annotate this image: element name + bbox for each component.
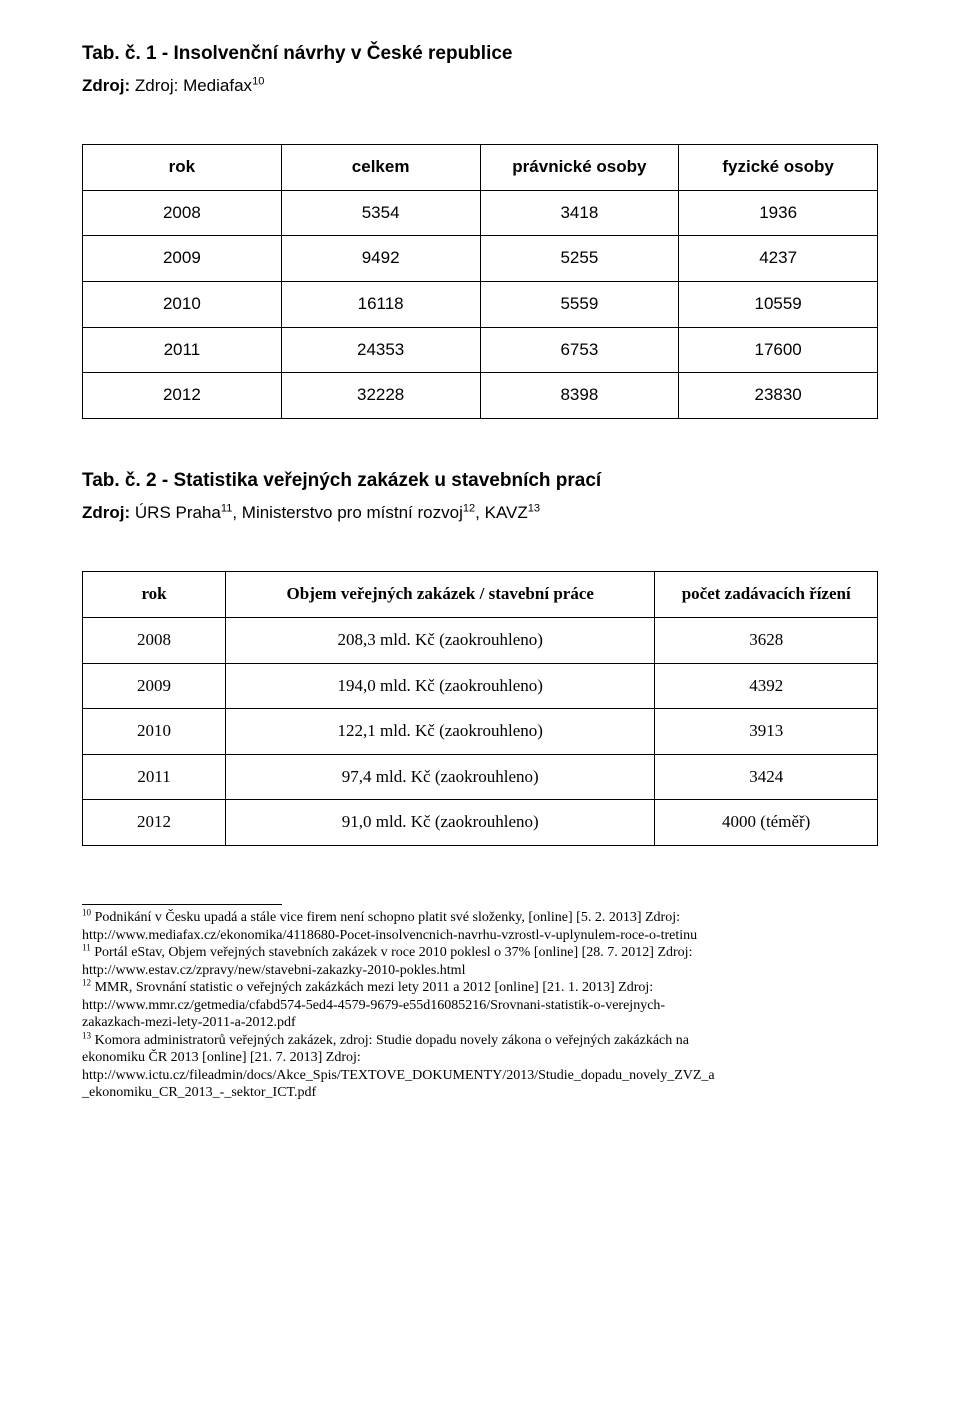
footnote-separator	[82, 904, 282, 905]
footnote-11: 11 Portál eStav, Objem veřejných stavebn…	[82, 944, 878, 962]
footnote-10-url: http://www.mediafax.cz/ekonomika/4118680…	[82, 927, 878, 945]
cell: 2008	[83, 617, 226, 663]
source-sup: 12	[463, 502, 475, 514]
table-row: 2011 24353 6753 17600	[83, 327, 878, 373]
cell: 17600	[679, 327, 878, 373]
table-row: 2008 5354 3418 1936	[83, 190, 878, 236]
table-row: 2011 97,4 mld. Kč (zaokrouhleno) 3424	[83, 754, 878, 800]
cell: 2012	[83, 800, 226, 846]
source-text: , Ministerstvo pro místní rozvoj	[232, 503, 463, 522]
fn-num: 11	[82, 942, 91, 952]
cell: 97,4 mld. Kč (zaokrouhleno)	[226, 754, 655, 800]
cell: 2010	[83, 282, 282, 328]
col-pocet: počet zadávacích řízení	[655, 572, 878, 618]
table2-heading: Tab. č. 2 - Statistika veřejných zakázek…	[82, 467, 878, 495]
cell: 2011	[83, 754, 226, 800]
cell: 5354	[281, 190, 480, 236]
footnote-10: 10 Podnikání v Česku upadá a stále vice …	[82, 909, 878, 927]
cell: 3424	[655, 754, 878, 800]
cell: 1936	[679, 190, 878, 236]
col-pravnicke: právnické osoby	[480, 145, 679, 191]
table2-source: Zdroj: ÚRS Praha11, Ministerstvo pro mís…	[82, 501, 878, 526]
cell: 24353	[281, 327, 480, 373]
footnote-13-url2: _ekonomiku_CR_2013_-_sektor_ICT.pdf	[82, 1084, 878, 1102]
cell: 6753	[480, 327, 679, 373]
cell: 208,3 mld. Kč (zaokrouhleno)	[226, 617, 655, 663]
table-row: 2009 194,0 mld. Kč (zaokrouhleno) 4392	[83, 663, 878, 709]
footnote-12: 12 MMR, Srovnání statistic o veřejných z…	[82, 979, 878, 997]
table1-heading: Tab. č. 1 - Insolvenční návrhy v České r…	[82, 40, 878, 68]
cell: 3628	[655, 617, 878, 663]
footnote-13b: ekonomiku ČR 2013 [online] [21. 7. 2013]…	[82, 1049, 878, 1067]
cell: 2011	[83, 327, 282, 373]
footnote-12-url: http://www.mmr.cz/getmedia/cfabd574-5ed4…	[82, 997, 878, 1015]
fn-text: Portál eStav, Objem veřejných stavebních…	[91, 945, 693, 960]
cell: 4000 (téměř)	[655, 800, 878, 846]
col-rok: rok	[83, 572, 226, 618]
fn-num: 10	[82, 907, 91, 917]
cell: 10559	[679, 282, 878, 328]
table-header-row: rok Objem veřejných zakázek / stavební p…	[83, 572, 878, 618]
col-fyzicke: fyzické osoby	[679, 145, 878, 191]
footnote-12-url2: zakazkach-mezi-lety-2011-a-2012.pdf	[82, 1014, 878, 1032]
source-text: ÚRS Praha	[135, 503, 221, 522]
cell: 5559	[480, 282, 679, 328]
cell: 8398	[480, 373, 679, 419]
source-text: , KAVZ	[475, 503, 528, 522]
source-sup: 11	[221, 502, 232, 514]
source-label: Zdroj:	[82, 76, 130, 95]
footnotes-block: 10 Podnikání v Česku upadá a stále vice …	[82, 909, 878, 1102]
fn-num: 13	[82, 1030, 91, 1040]
table-row: 2012 91,0 mld. Kč (zaokrouhleno) 4000 (t…	[83, 800, 878, 846]
cell: 91,0 mld. Kč (zaokrouhleno)	[226, 800, 655, 846]
fn-num: 12	[82, 977, 91, 987]
col-rok: rok	[83, 145, 282, 191]
cell: 3418	[480, 190, 679, 236]
table-row: 2010 16118 5559 10559	[83, 282, 878, 328]
source-sup: 10	[252, 75, 264, 87]
footnote-11-url: http://www.estav.cz/zpravy/new/stavebni-…	[82, 962, 878, 980]
cell: 9492	[281, 236, 480, 282]
cell: 2010	[83, 709, 226, 755]
cell: 4237	[679, 236, 878, 282]
cell: 4392	[655, 663, 878, 709]
table-row: 2010 122,1 mld. Kč (zaokrouhleno) 3913	[83, 709, 878, 755]
cell: 5255	[480, 236, 679, 282]
footnote-13-url: http://www.ictu.cz/fileadmin/docs/Akce_S…	[82, 1067, 878, 1085]
cell: 3913	[655, 709, 878, 755]
fn-text: Komora administratorů veřejných zakázek,…	[91, 1033, 689, 1048]
footnote-13: 13 Komora administratorů veřejných zakáz…	[82, 1032, 878, 1050]
table-header-row: rok celkem právnické osoby fyzické osoby	[83, 145, 878, 191]
cell: 122,1 mld. Kč (zaokrouhleno)	[226, 709, 655, 755]
table-row: 2008 208,3 mld. Kč (zaokrouhleno) 3628	[83, 617, 878, 663]
cell: 194,0 mld. Kč (zaokrouhleno)	[226, 663, 655, 709]
fn-text: Podnikání v Česku upadá a stále vice fir…	[91, 910, 680, 925]
cell: 16118	[281, 282, 480, 328]
cell: 2008	[83, 190, 282, 236]
col-celkem: celkem	[281, 145, 480, 191]
source-text: Zdroj: Mediafax	[135, 76, 252, 95]
table-row: 2009 9492 5255 4237	[83, 236, 878, 282]
cell: 2012	[83, 373, 282, 419]
cell: 32228	[281, 373, 480, 419]
table1-source: Zdroj: Zdroj: Mediafax10	[82, 74, 878, 99]
document-page: Tab. č. 1 - Insolvenční návrhy v České r…	[0, 0, 960, 1423]
fn-text: MMR, Srovnání statistic o veřejných zaká…	[91, 980, 653, 995]
cell: 23830	[679, 373, 878, 419]
table-insolvency: rok celkem právnické osoby fyzické osoby…	[82, 144, 878, 419]
table-row: 2012 32228 8398 23830	[83, 373, 878, 419]
cell: 2009	[83, 663, 226, 709]
table-public-contracts: rok Objem veřejných zakázek / stavební p…	[82, 571, 878, 846]
col-objem: Objem veřejných zakázek / stavební práce	[226, 572, 655, 618]
source-label: Zdroj:	[82, 503, 130, 522]
source-sup: 13	[528, 502, 540, 514]
cell: 2009	[83, 236, 282, 282]
